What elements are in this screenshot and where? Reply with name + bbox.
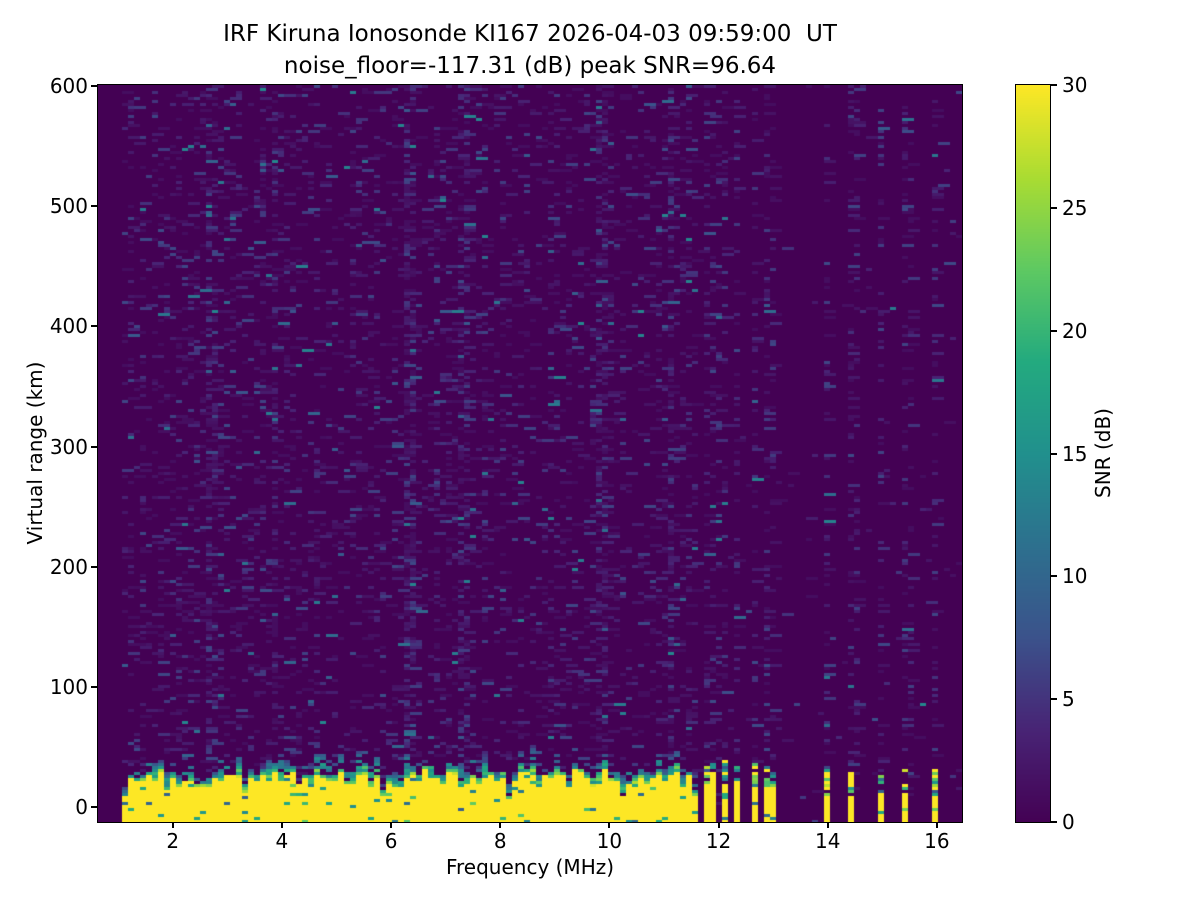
x-axis-label: Frequency (MHz)	[445, 855, 615, 879]
colorbar-tick-mark	[1051, 452, 1057, 455]
x-tick-label: 6	[384, 829, 398, 853]
y-tick-mark	[91, 205, 97, 208]
colorbar-tick-label: 20	[1062, 318, 1088, 343]
y-tick-mark	[91, 445, 97, 448]
x-tick-label: 2	[166, 829, 180, 853]
y-tick-label: 500	[49, 194, 88, 219]
colorbar-tick-mark	[1051, 206, 1057, 209]
x-tick-label: 14	[814, 829, 841, 853]
colorbar-tick-mark	[1051, 698, 1057, 701]
x-tick-mark	[499, 823, 502, 828]
x-tick-mark	[935, 823, 938, 828]
colorbar-tick-label: 15	[1062, 441, 1088, 466]
colorbar-tick-mark	[1051, 575, 1057, 578]
x-tick-mark	[717, 823, 720, 828]
heatmap-canvas	[98, 85, 962, 822]
y-tick-label: 0	[75, 795, 88, 820]
colorbar-label: SNR (dB)	[1091, 408, 1115, 498]
colorbar-tick-mark	[1051, 84, 1057, 86]
x-tick-mark	[171, 823, 174, 828]
y-tick-mark	[91, 565, 97, 568]
colorbar-tick-label: 30	[1062, 73, 1088, 97]
colorbar-gradient	[1016, 85, 1050, 822]
y-tick-label: 300	[49, 434, 88, 459]
x-tick-mark	[280, 823, 283, 828]
y-tick-mark	[91, 84, 97, 87]
x-tick-mark	[608, 823, 611, 828]
x-tick-mark	[826, 823, 829, 828]
y-tick-label: 200	[49, 554, 88, 579]
x-tick-label: 16	[924, 829, 950, 853]
colorbar-tick-mark	[1051, 821, 1057, 823]
colorbar-tick-label: 0	[1062, 810, 1075, 834]
y-tick-label: 400	[49, 314, 88, 339]
chart-title: IRF Kiruna Ionosonde KI167 2026-04-03 09…	[223, 21, 837, 47]
y-axis-label: Virtual range (km)	[23, 361, 47, 545]
y-tick-mark	[91, 806, 97, 809]
x-tick-label: 12	[705, 829, 732, 853]
x-tick-label: 4	[275, 829, 289, 853]
x-tick-label: 10	[596, 829, 623, 853]
x-tick-label: 8	[493, 829, 507, 853]
y-tick-label: 100	[49, 675, 88, 700]
colorbar-tick-mark	[1051, 329, 1057, 332]
colorbar-tick-label: 25	[1062, 195, 1088, 220]
y-tick-mark	[91, 686, 97, 689]
colorbar-tick-label: 10	[1062, 564, 1088, 589]
colorbar-tick-label: 5	[1062, 687, 1075, 712]
y-tick-label: 600	[49, 73, 88, 98]
x-tick-mark	[390, 823, 393, 828]
y-tick-mark	[91, 325, 97, 328]
chart-subtitle: noise_floor=-117.31 (dB) peak SNR=96.64	[283, 53, 777, 79]
